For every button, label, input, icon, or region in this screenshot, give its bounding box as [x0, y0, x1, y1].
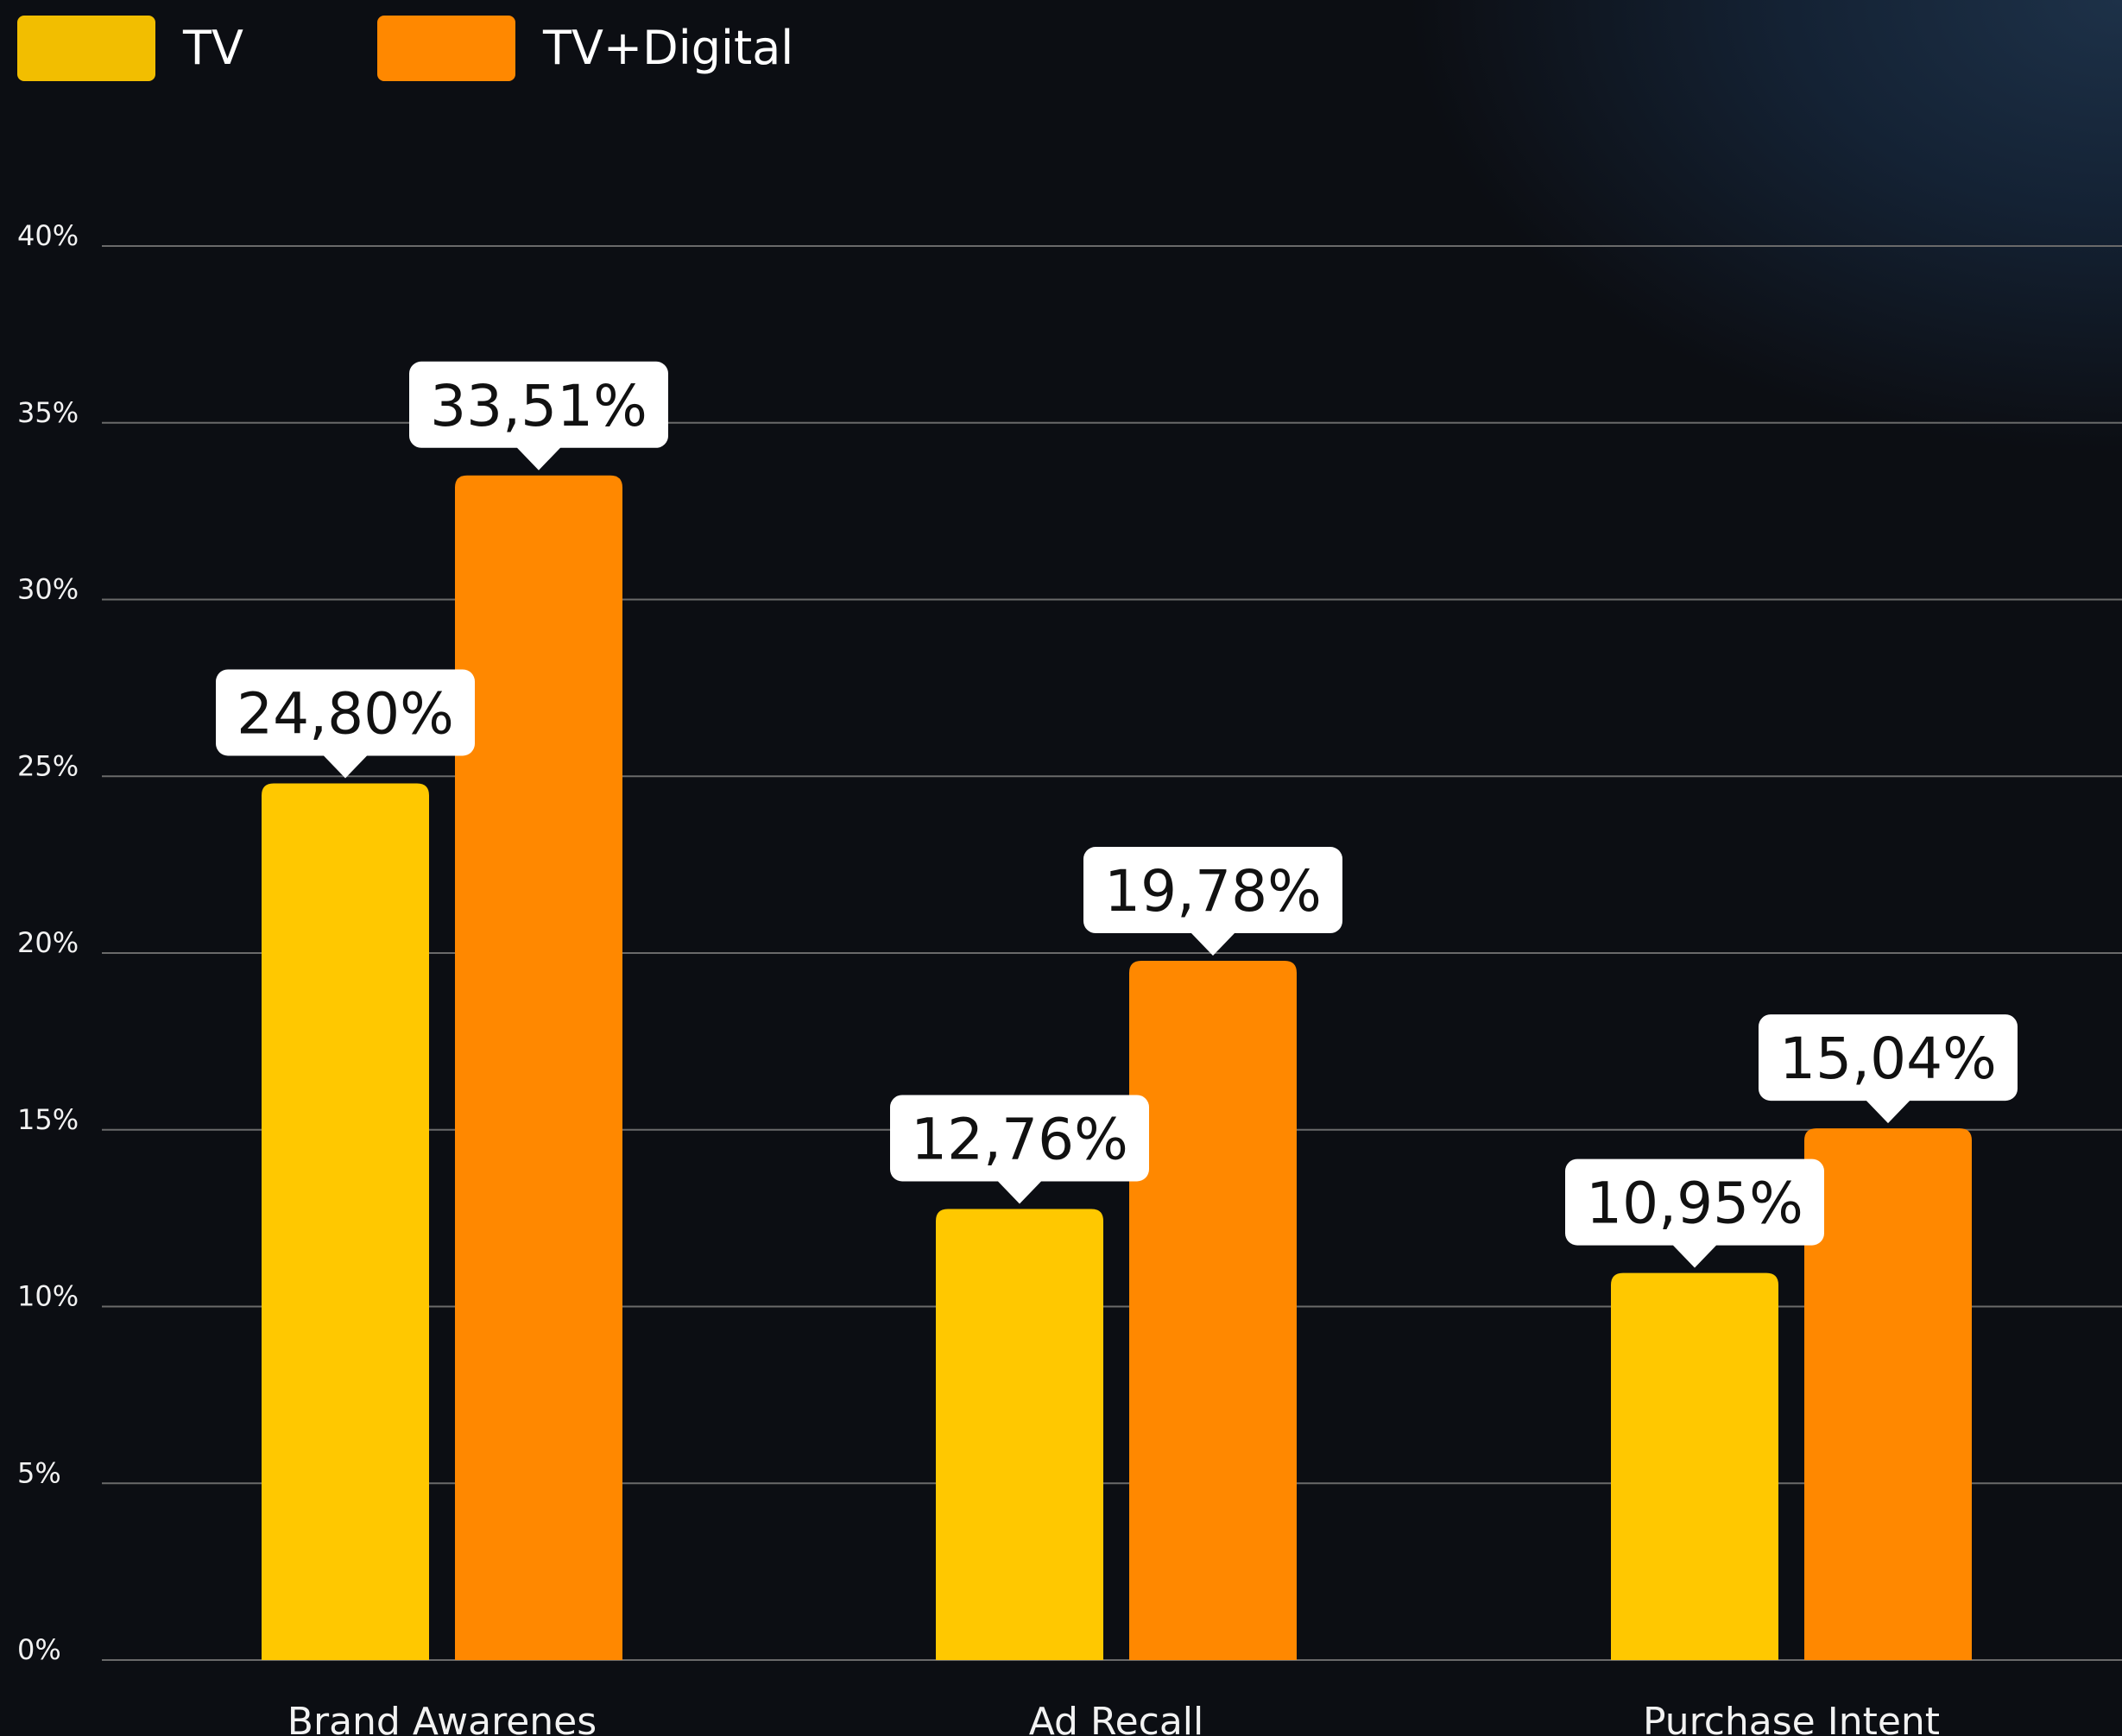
data-label: 19,78%	[1104, 858, 1322, 925]
data-label: 33,51%	[430, 373, 647, 439]
y-tick-label: 25%	[17, 749, 79, 782]
bar-tv-digital-purchase-intent	[1804, 1128, 1972, 1660]
data-label-callout: 24,80%	[216, 669, 475, 778]
data-label-callout: 33,51%	[409, 362, 668, 470]
bar-tv-brand-awarenes	[262, 783, 429, 1660]
y-tick-label: 35%	[17, 396, 79, 429]
data-label-callout: 15,04%	[1759, 1014, 2018, 1123]
data-label: 10,95%	[1586, 1171, 1803, 1237]
data-label: 12,76%	[911, 1106, 1128, 1172]
bar-tv-digital-ad-recall	[1129, 961, 1297, 1660]
legend-item: TV	[17, 16, 243, 81]
data-label: 15,04%	[1779, 1026, 1997, 1092]
legend-label: TV	[182, 21, 243, 75]
legend-label: TV+Digital	[542, 21, 793, 75]
data-label-callout: 10,95%	[1565, 1159, 1824, 1268]
bar-tv-digital-brand-awarenes	[455, 476, 622, 1660]
legend-item: TV+Digital	[377, 16, 793, 81]
x-tick-label: Purchase Intent	[1643, 1700, 1940, 1736]
y-tick-label: 0%	[17, 1633, 61, 1666]
y-tick-label: 40%	[17, 219, 79, 252]
x-tick-label: Ad Recall	[1029, 1700, 1204, 1736]
legend-swatch	[377, 16, 515, 81]
bar-tv-purchase-intent	[1611, 1273, 1778, 1660]
y-tick-label: 20%	[17, 926, 79, 959]
data-label-callout: 19,78%	[1083, 847, 1342, 956]
legend-swatch	[17, 16, 155, 81]
bar-tv-ad-recall	[936, 1209, 1103, 1660]
data-label: 24,80%	[237, 680, 454, 747]
y-tick-label: 30%	[17, 573, 79, 606]
y-tick-label: 10%	[17, 1280, 79, 1313]
y-tick-label: 5%	[17, 1456, 61, 1489]
data-label-callout: 12,76%	[890, 1095, 1149, 1203]
x-tick-label: Brand Awarenes	[287, 1700, 597, 1736]
y-tick-label: 15%	[17, 1103, 79, 1136]
